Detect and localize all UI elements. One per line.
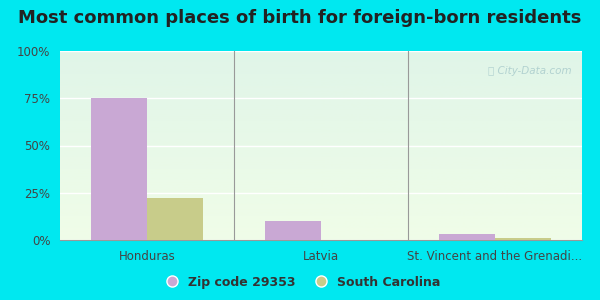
- Legend: Zip code 29353, South Carolina: Zip code 29353, South Carolina: [155, 271, 445, 294]
- Text: Most common places of birth for foreign-born residents: Most common places of birth for foreign-…: [19, 9, 581, 27]
- Bar: [265, 221, 321, 240]
- Text: ⓘ City-Data.com: ⓘ City-Data.com: [488, 66, 572, 76]
- Bar: [91, 98, 147, 240]
- Bar: [147, 198, 203, 240]
- Bar: [495, 238, 551, 240]
- Bar: [439, 234, 495, 240]
